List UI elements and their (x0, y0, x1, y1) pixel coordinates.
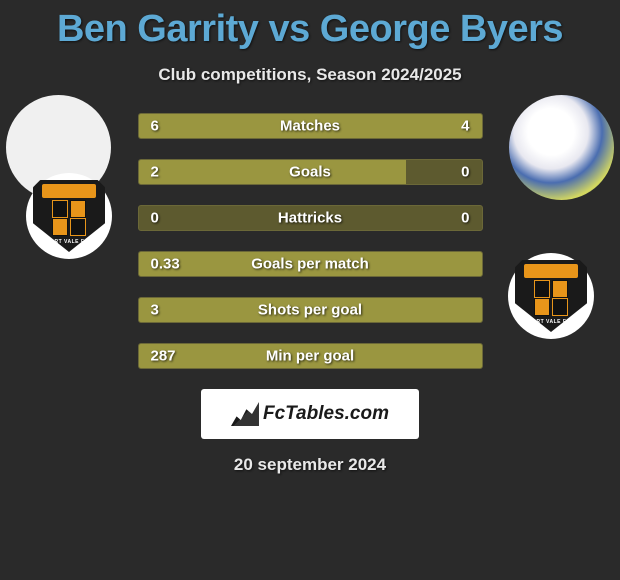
stat-value-left: 287 (151, 348, 176, 365)
stat-label: Matches (280, 118, 340, 135)
stat-row: 0 Hattricks 0 (138, 205, 483, 231)
port-vale-crest-icon: PORT VALE F.C. (33, 180, 105, 252)
stat-row: 6 Matches 4 (138, 113, 483, 139)
port-vale-crest-icon: PORT VALE F.C. (515, 260, 587, 332)
fctables-chart-icon (231, 402, 259, 426)
subtitle: Club competitions, Season 2024/2025 (0, 65, 620, 85)
stat-value-left: 2 (151, 164, 159, 181)
page-title: Ben Garrity vs George Byers (0, 0, 620, 51)
fctables-logo[interactable]: FcTables.com (201, 389, 419, 439)
stat-label: Shots per goal (258, 302, 362, 319)
stat-label: Min per goal (266, 348, 354, 365)
stat-value-right: 0 (461, 210, 469, 227)
stat-row: 2 Goals 0 (138, 159, 483, 185)
stat-value-right: 4 (461, 118, 469, 135)
stat-value-right: 0 (461, 164, 469, 181)
stat-label: Hattricks (278, 210, 342, 227)
club-badge-right: PORT VALE F.C. (508, 253, 594, 339)
infographic-date: 20 september 2024 (0, 455, 620, 475)
stat-fill-left (139, 160, 407, 184)
stats-area: PORT VALE F.C. PORT VALE F.C. 6 Matches 4 2… (0, 113, 620, 369)
stat-label: Goals per match (251, 256, 369, 273)
stat-value-left: 3 (151, 302, 159, 319)
player-right-photo (509, 95, 614, 200)
stat-row: 0.33 Goals per match (138, 251, 483, 277)
stat-label: Goals (289, 164, 331, 181)
stat-row: 3 Shots per goal (138, 297, 483, 323)
club-badge-left: PORT VALE F.C. (26, 173, 112, 259)
stat-value-left: 0.33 (151, 256, 180, 273)
stat-rows: 6 Matches 4 2 Goals 0 0 Hattricks 0 0.33 Goals per… (138, 113, 483, 369)
fctables-logo-text: FcTables.com (263, 403, 389, 425)
stat-value-left: 0 (151, 210, 159, 227)
stat-value-left: 6 (151, 118, 159, 135)
stat-row: 287 Min per goal (138, 343, 483, 369)
